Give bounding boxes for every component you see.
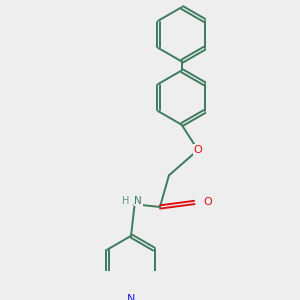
Text: N: N: [127, 294, 135, 300]
Text: H: H: [122, 196, 129, 206]
Text: N: N: [134, 196, 142, 206]
Text: O: O: [203, 197, 212, 207]
Text: O: O: [194, 145, 202, 155]
